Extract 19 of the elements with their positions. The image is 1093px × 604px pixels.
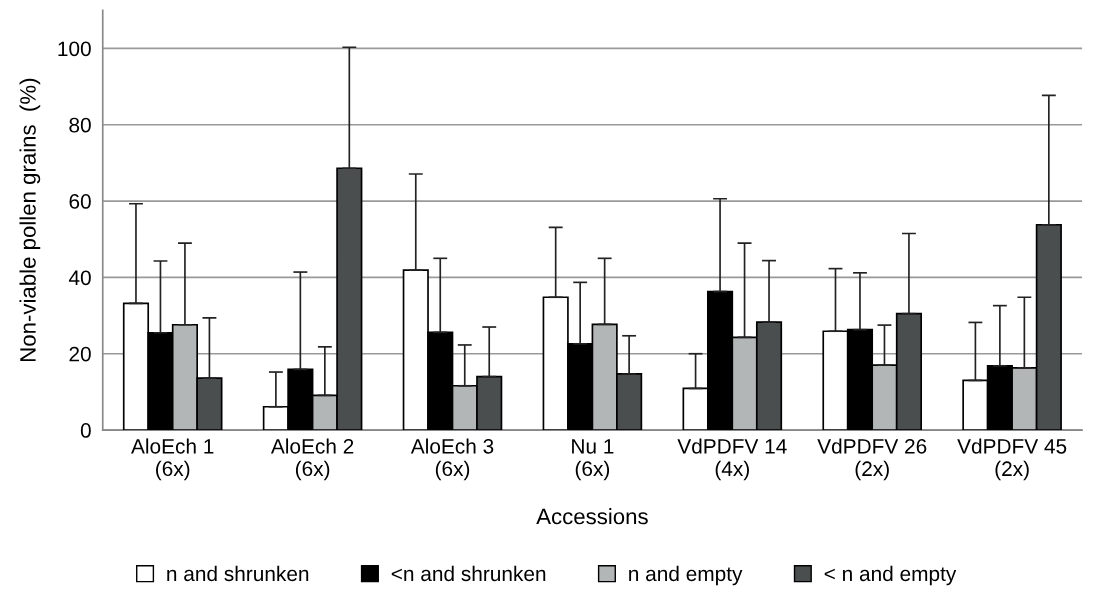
y-tick-label: 80 [69, 117, 91, 133]
x-tick-label: VdPDFV 14 (4x) [677, 438, 787, 481]
legend-label: <n and shrunken [391, 565, 546, 582]
y-tick-label: 60 [69, 194, 91, 209]
x-axis-title: Accessions [536, 508, 648, 525]
x-tick-label: AloEch 3 (6x) [410, 438, 494, 481]
y-tick-label: 100 [58, 41, 91, 57]
y-tick-label: 20 [69, 346, 91, 362]
y-tick-label: 0 [80, 423, 91, 438]
y-tick-label: 40 [68, 270, 91, 286]
x-tick-label: AloEch 2 (6x) [270, 438, 354, 481]
legend-label: n and shrunken [167, 565, 309, 582]
x-tick-label: Nu 1 (6x) [572, 439, 614, 481]
x-tick-label: AloEch 1 (6x) [131, 438, 214, 481]
x-tick-label: VdPDFV 26 (2x) [817, 438, 927, 481]
legend-label: < n and empty [824, 565, 957, 586]
x-tick-label: VdPDFV 45 (2x) [957, 438, 1067, 481]
y-axis-title: Non-viable pollen grains (%) [19, 78, 41, 361]
legend-label: n and empty [629, 565, 743, 586]
